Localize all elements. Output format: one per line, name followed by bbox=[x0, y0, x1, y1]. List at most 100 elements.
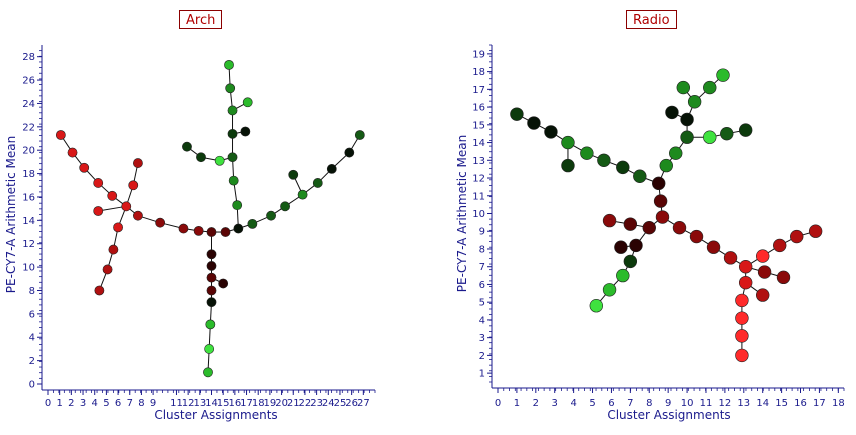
cluster-node bbox=[133, 158, 143, 168]
cluster-node bbox=[614, 240, 628, 254]
y-tick-label: 6 bbox=[29, 309, 35, 320]
cluster-node bbox=[633, 169, 647, 183]
cluster-node bbox=[227, 105, 238, 116]
y-tick-label: 18 bbox=[472, 67, 485, 78]
cluster-node bbox=[108, 244, 119, 255]
cluster-node bbox=[510, 107, 524, 121]
x-tick-label: 14 bbox=[756, 398, 769, 409]
x-tick-label: 24 bbox=[322, 398, 335, 409]
cluster-node bbox=[242, 97, 253, 108]
x-tick-label: 21 bbox=[287, 398, 300, 409]
cluster-node bbox=[206, 261, 217, 271]
cluster-node bbox=[735, 329, 749, 343]
chart-title: Arch bbox=[179, 10, 223, 29]
y-tick-label: 4 bbox=[479, 315, 485, 326]
cluster-node bbox=[652, 176, 666, 191]
cluster-node bbox=[669, 146, 683, 160]
cluster-node bbox=[155, 217, 166, 228]
y-tick-label: 13 bbox=[472, 156, 485, 167]
y-tick-label: 2 bbox=[29, 356, 35, 367]
cluster-node bbox=[94, 285, 105, 296]
cluster-node bbox=[689, 229, 704, 244]
cluster-node bbox=[228, 175, 239, 186]
x-tick-label: 1 bbox=[56, 398, 62, 409]
cluster-node bbox=[706, 240, 721, 254]
x-tick-label: 7 bbox=[127, 398, 133, 409]
cluster-node bbox=[776, 270, 791, 285]
cluster-node bbox=[206, 285, 217, 296]
y-tick-label: 10 bbox=[472, 209, 485, 220]
cluster-node bbox=[288, 169, 299, 180]
x-tick-label: 0 bbox=[45, 398, 51, 409]
cluster-node bbox=[738, 275, 753, 290]
cluster-node bbox=[755, 249, 770, 263]
cluster-node bbox=[204, 344, 215, 354]
x-tick-label: 6 bbox=[608, 398, 614, 409]
x-tick-label: 26 bbox=[345, 398, 358, 409]
y-tick-label: 24 bbox=[22, 99, 35, 110]
x-axis-label: Cluster Assignments bbox=[154, 408, 277, 422]
cluster-node bbox=[107, 190, 118, 201]
cluster-node bbox=[738, 260, 753, 274]
cluster-node bbox=[720, 126, 734, 141]
radio-chart: 0 1 2 3 4 5 6 7 8 9 10 11 12 13 14 15 16 17 18123456789101… bbox=[455, 44, 845, 422]
y-tick-label: 7 bbox=[479, 262, 485, 273]
arch-chart: 0 1 2 3 4 5 6 7 8 9 111213141516171819202122232425… bbox=[4, 45, 376, 422]
cluster-node bbox=[214, 155, 225, 166]
cluster-node bbox=[266, 210, 276, 221]
x-tick-label: 10 bbox=[681, 398, 694, 409]
cluster-node bbox=[616, 160, 630, 175]
x-tick-label: 8 bbox=[138, 398, 144, 409]
cluster-node bbox=[642, 220, 656, 235]
x-tick-label: 12 bbox=[182, 398, 195, 409]
cluster-node bbox=[182, 141, 192, 152]
x-tick-label: 16 bbox=[794, 398, 807, 409]
cluster-node bbox=[597, 153, 611, 167]
y-tick-label: 14 bbox=[22, 216, 35, 227]
cluster-node bbox=[659, 158, 673, 173]
x-tick-label: 14 bbox=[205, 398, 218, 409]
cluster-node bbox=[224, 59, 234, 70]
x-tick-label: 5 bbox=[103, 398, 109, 409]
cluster-node bbox=[196, 152, 206, 163]
radio-chart-panel: Radio 0 1 2 3 4 5 6 7 8 9 10 11 12 13 14 15 16 17 18 1 2 3 4 5 6… bbox=[428, 0, 856, 435]
cluster-node bbox=[773, 238, 787, 253]
x-tick-label: 4 bbox=[92, 398, 98, 409]
y-axis-label: PE-CY7-A Arithmetic Mean bbox=[4, 136, 18, 293]
cluster-node bbox=[665, 105, 679, 120]
x-tick-label: 18 bbox=[832, 398, 845, 409]
cluster-node bbox=[716, 68, 730, 82]
y-tick-label: 1 bbox=[479, 369, 485, 380]
cluster-node bbox=[602, 213, 617, 228]
cluster-node bbox=[280, 201, 290, 212]
cluster-node bbox=[723, 251, 738, 265]
cluster-node bbox=[113, 222, 123, 233]
y-tick-label: 10 bbox=[22, 263, 35, 274]
x-tick-label: 9 bbox=[665, 398, 671, 409]
cluster-node bbox=[755, 288, 770, 302]
x-tick-label: 15 bbox=[775, 398, 788, 409]
cluster-node bbox=[232, 200, 243, 211]
cluster-node bbox=[67, 147, 78, 158]
cluster-node bbox=[629, 238, 643, 253]
cluster-node bbox=[227, 128, 238, 139]
y-tick-label: 16 bbox=[472, 103, 485, 114]
cluster-node bbox=[653, 194, 668, 208]
cluster-node bbox=[220, 227, 231, 237]
y-axis-label: PE-CY7-A Arithmetic Mean bbox=[455, 135, 469, 292]
cluster-node bbox=[354, 130, 365, 140]
x-tick-label: 20 bbox=[275, 398, 288, 409]
x-tick-label: 19 bbox=[264, 398, 277, 409]
x-tick-label: 18 bbox=[252, 398, 265, 409]
x-tick-label: 17 bbox=[813, 398, 826, 409]
cluster-node bbox=[703, 80, 717, 95]
cluster-node bbox=[193, 225, 204, 236]
cluster-node bbox=[55, 130, 66, 140]
cluster-node bbox=[178, 223, 189, 234]
x-axis-label: Cluster Assignments bbox=[607, 408, 730, 422]
cluster-node bbox=[233, 223, 244, 234]
cluster-node bbox=[680, 112, 694, 127]
cluster-node bbox=[206, 249, 217, 260]
arch-chart-panel: Arch 0 1 2 3 4 5 6 7 8 9 11 12 13 14 15 16 17 18 19 20 21 22 2… bbox=[4, 10, 376, 422]
cluster-node bbox=[676, 80, 690, 95]
